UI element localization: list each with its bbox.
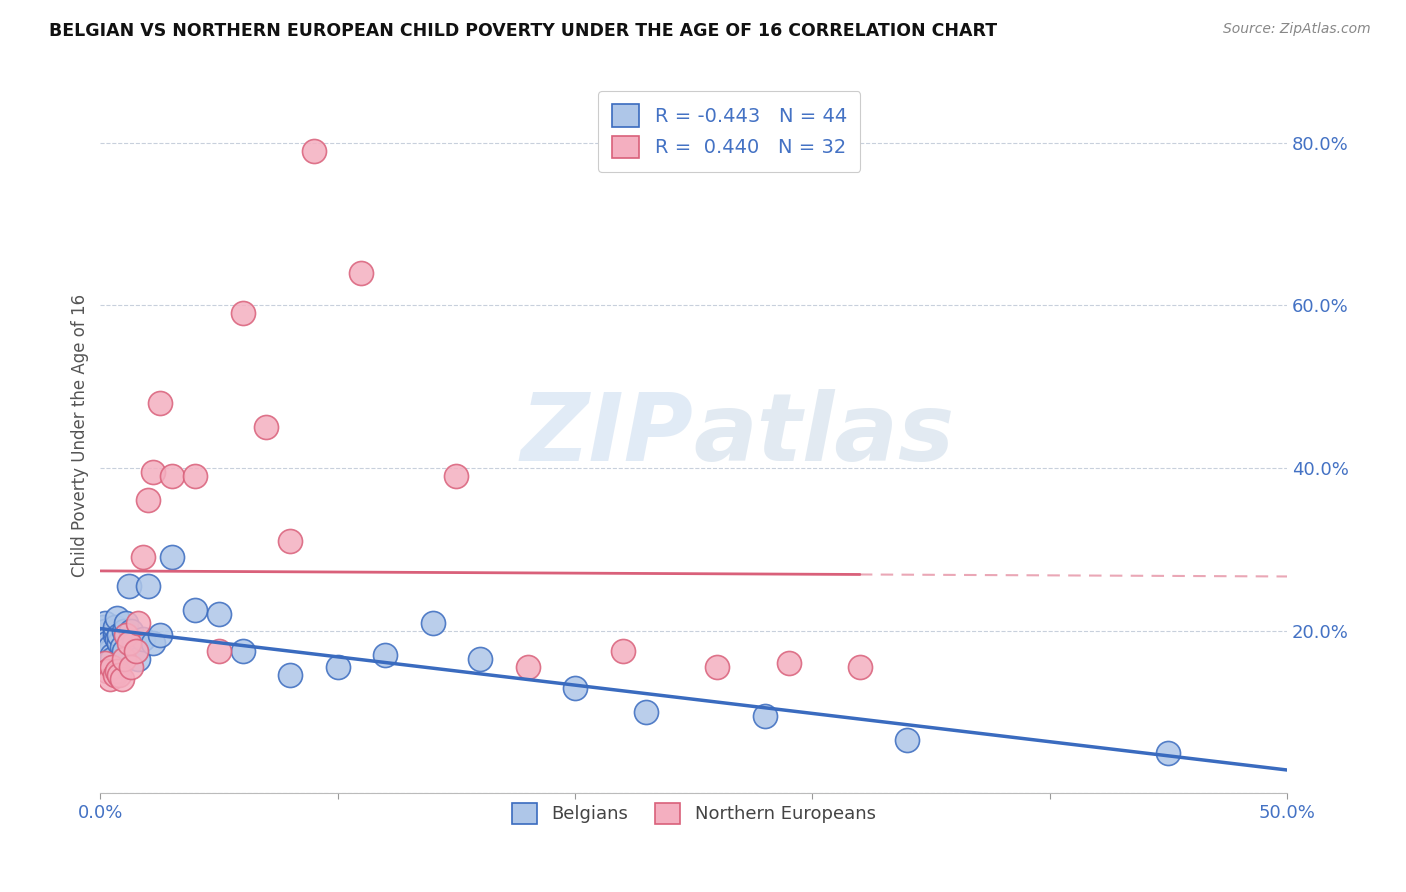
Point (778, 656, 800, 670)
Point (160, 469, 183, 483)
Point (132, 550, 155, 565)
Point (136, 493, 159, 508)
Point (142, 465, 165, 479)
Point (111, 640, 134, 654)
Point (256, 420, 278, 434)
Point (120, 624, 142, 638)
Point (108, 628, 131, 642)
Point (232, 306, 254, 320)
Point (112, 652, 135, 666)
Point (350, 266, 373, 280)
Point (422, 615, 444, 630)
Point (132, 632, 155, 646)
Point (278, 668, 301, 682)
Point (96, 665, 118, 679)
Point (136, 579, 159, 593)
Point (122, 636, 145, 650)
Point (105, 632, 128, 646)
Point (98, 644, 121, 658)
Point (127, 615, 149, 630)
Point (115, 628, 138, 642)
Point (104, 668, 127, 682)
Point (120, 660, 142, 674)
Point (468, 652, 491, 666)
Point (112, 624, 135, 638)
Point (1157, 746, 1180, 760)
Point (105, 611, 128, 625)
Point (101, 652, 124, 666)
Point (104, 624, 127, 638)
Point (91, 628, 114, 642)
Point (125, 644, 148, 658)
Text: Source: ZipAtlas.com: Source: ZipAtlas.com (1223, 22, 1371, 37)
Point (101, 648, 124, 662)
Point (112, 644, 135, 658)
Point (125, 644, 148, 658)
Point (149, 628, 172, 642)
Point (96, 632, 118, 646)
Point (446, 469, 468, 483)
Text: BELGIAN VS NORTHERN EUROPEAN CHILD POVERTY UNDER THE AGE OF 16 CORRELATION CHART: BELGIAN VS NORTHERN EUROPEAN CHILD POVER… (49, 22, 997, 40)
Point (208, 607, 231, 622)
Point (105, 665, 128, 679)
Point (184, 603, 207, 617)
Point (127, 652, 149, 666)
Point (111, 673, 134, 687)
Point (149, 396, 172, 410)
Text: atlas: atlas (693, 390, 955, 482)
Y-axis label: Child Poverty Under the Age of 16: Child Poverty Under the Age of 16 (72, 293, 89, 577)
Point (706, 660, 728, 674)
Point (564, 681, 586, 695)
Point (208, 644, 231, 658)
Point (101, 660, 124, 674)
Point (104, 628, 127, 642)
Point (118, 579, 141, 593)
Point (184, 469, 207, 483)
Point (98, 673, 121, 687)
Point (142, 636, 165, 650)
Point (516, 660, 538, 674)
Point (326, 660, 349, 674)
Point (94, 624, 117, 638)
Point (91, 619, 114, 633)
Point (232, 644, 254, 658)
Point (118, 636, 141, 650)
Point (108, 668, 131, 682)
Point (94, 656, 117, 670)
Text: ZIP: ZIP (520, 390, 693, 482)
Point (278, 534, 301, 549)
Point (754, 709, 776, 723)
Point (636, 705, 658, 719)
Point (374, 648, 396, 662)
Point (104, 619, 127, 633)
Point (94, 615, 117, 630)
Point (302, 144, 325, 158)
Point (849, 660, 872, 674)
Point (98, 640, 121, 654)
Legend: Belgians, Northern Europeans: Belgians, Northern Europeans (501, 792, 887, 834)
Point (115, 615, 138, 630)
Point (612, 644, 634, 658)
Point (896, 733, 918, 747)
Point (160, 550, 183, 565)
Point (108, 636, 131, 650)
Point (96, 636, 118, 650)
